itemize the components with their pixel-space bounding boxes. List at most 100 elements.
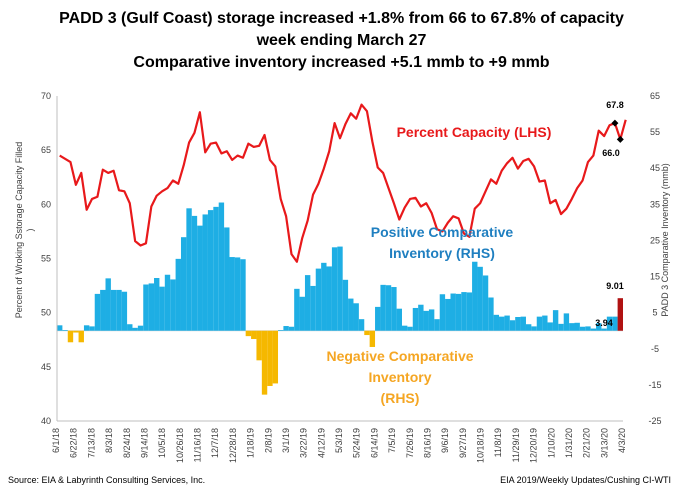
value-label: 67.8 (606, 100, 624, 110)
right-axis-label: PADD 3 Comparative Inventory (mmb) (660, 163, 670, 316)
inventory-bar (218, 202, 225, 331)
inventory-bar (207, 210, 214, 331)
left-tick-label: 45 (41, 362, 51, 372)
inventory-bar (116, 289, 122, 331)
inventory-bar (272, 330, 279, 384)
inventory-bar (164, 274, 171, 331)
x-tick-label: 4/3/20 (617, 428, 627, 453)
inventory-bar (143, 284, 149, 331)
capacity-point-marker (611, 119, 619, 127)
right-tick-label: 5 (652, 308, 657, 318)
inventory-bar (525, 324, 532, 331)
right-tick-label: -15 (648, 380, 661, 390)
x-tick-label: 4/12/19 (316, 428, 326, 458)
inventory-bar (601, 328, 607, 331)
x-tick-label: 9/27/19 (458, 428, 468, 458)
inventory-bar (617, 298, 623, 331)
inventory-bar (407, 326, 413, 331)
inventory-bar (515, 317, 521, 331)
left-tick-label: 40 (41, 416, 51, 426)
source-note: Source: EIA & Labyrinth Consulting Servi… (8, 475, 206, 485)
inventory-bar (358, 319, 365, 331)
inventory-bar (364, 330, 370, 336)
x-tick-label: 12/28/18 (228, 428, 238, 463)
inventory-bar (477, 266, 483, 331)
x-tick-label: 12/20/19 (529, 428, 539, 463)
inventory-bar (310, 285, 316, 331)
inventory-bar (450, 293, 456, 331)
x-tick-label: 11/8/19 (493, 428, 503, 457)
inventory-bar (348, 298, 354, 331)
left-axis-label-continuation: ) (25, 229, 35, 232)
inventory-bar (342, 279, 349, 331)
chart-title-line-2: week ending March 27 (256, 32, 427, 49)
inventory-bar (321, 262, 327, 331)
inventory-bar (89, 326, 95, 331)
inventory-bar (380, 284, 386, 331)
annotation-text: Percent Capacity (LHS) (397, 124, 552, 140)
x-tick-label: 6/1/18 (51, 428, 61, 453)
inventory-bar (62, 330, 68, 331)
annotation-text: Negative Comparative (326, 348, 473, 364)
inventory-bar (563, 313, 570, 331)
x-tick-label: 7/5/19 (387, 428, 397, 453)
x-tick-label: 11/29/19 (511, 428, 521, 462)
inventory-bar (240, 259, 246, 331)
inventory-bar (331, 247, 338, 331)
left-tick-label: 60 (41, 199, 51, 209)
annotation-text: Inventory (RHS) (389, 245, 495, 261)
x-tick-label: 3/22/19 (299, 428, 309, 458)
annotation-text: (RHS) (381, 390, 420, 406)
inventory-bar (110, 289, 117, 331)
inventory-bar (509, 320, 516, 331)
inventory-bar (418, 304, 424, 331)
chart-title-line-3: Comparative inventory increased +5.1 mmb… (133, 54, 550, 71)
x-tick-label: 3/1/19 (281, 428, 291, 453)
inventory-bar (159, 286, 165, 331)
inventory-bar (590, 328, 597, 331)
inventory-bar (558, 323, 564, 331)
x-tick-label: 10/26/18 (175, 428, 185, 463)
inventory-bar (574, 322, 580, 331)
percent-capacity-line (59, 103, 627, 263)
inventory-bar (283, 326, 289, 331)
inventory-bar (439, 294, 446, 331)
inventory-bar (547, 322, 553, 331)
inventory-bar (482, 275, 489, 331)
inventory-bar (326, 266, 332, 331)
value-labels: 67.8 66.0 9.01 3.94 (595, 100, 624, 328)
right-tick-label: -25 (648, 416, 661, 426)
inventory-bar (105, 278, 111, 331)
right-tick-label: 45 (650, 163, 660, 173)
inventory-bar (375, 306, 381, 331)
x-tick-label: 5/24/19 (352, 428, 362, 458)
inventory-bar (175, 258, 181, 331)
value-label: 66.0 (602, 148, 620, 158)
inventory-bar (596, 323, 602, 331)
inventory-bar (278, 330, 284, 331)
inventory-bar (288, 326, 295, 331)
inventory-bar (170, 279, 176, 331)
left-tick-label: 70 (41, 91, 51, 101)
inventory-bar (245, 330, 252, 337)
right-tick-label: 55 (650, 127, 660, 137)
x-tick-label: 2/21/20 (582, 428, 592, 458)
inventory-bar (606, 316, 613, 331)
credit-note: EIA 2019/Weekly Updates/Cushing CI-WTI (500, 475, 671, 485)
x-tick-label: 7/13/18 (86, 428, 96, 458)
inventory-bar (466, 292, 473, 331)
inventory-bar (294, 288, 300, 331)
inventory-bar (499, 316, 505, 331)
inventory-bar (315, 268, 322, 331)
inventory-bar (154, 278, 160, 331)
left-axis-ticks: 40 45 50 55 60 65 70 (41, 91, 51, 426)
left-tick-label: 55 (41, 254, 51, 264)
inventory-bar (127, 324, 133, 331)
inventory-bar (461, 292, 467, 331)
inventory-bar (191, 215, 198, 331)
value-label: 9.01 (606, 281, 624, 291)
comparative-inventory-bars (57, 202, 623, 395)
inventory-bar (504, 315, 510, 331)
x-tick-label: 1/31/20 (564, 428, 574, 458)
x-tick-label: 3/13/20 (599, 428, 609, 458)
